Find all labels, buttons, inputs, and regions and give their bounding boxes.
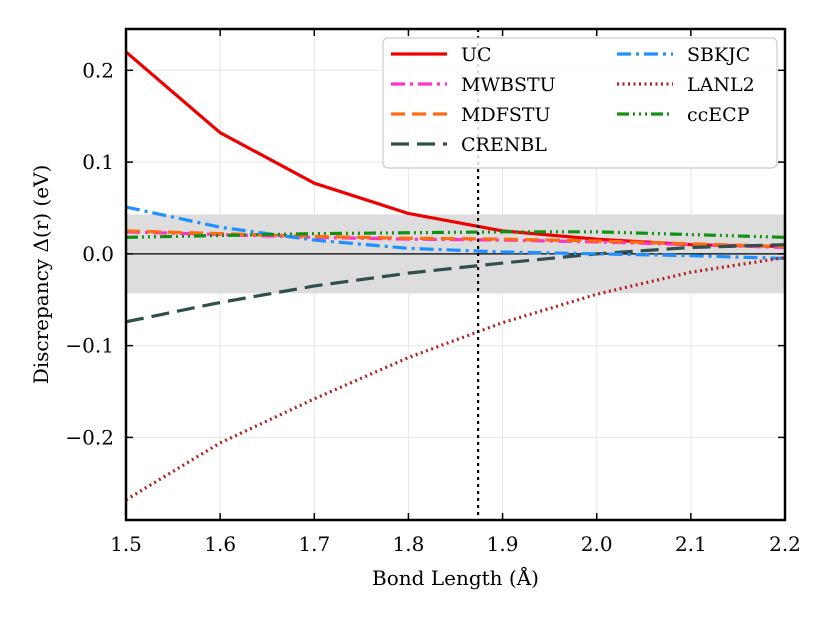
y-tick-label: −0.2	[65, 425, 114, 449]
x-tick-label: 2.0	[581, 532, 613, 556]
x-tick-label: 1.6	[204, 532, 236, 556]
x-tick-label: 1.9	[487, 532, 519, 556]
x-tick-label: 2.1	[675, 532, 707, 556]
legend-label-mwbstu: MWBSTU	[461, 74, 556, 96]
series-line-sbkjc	[125, 205, 786, 261]
x-tick-label: 1.5	[110, 532, 142, 556]
x-tick-label: 1.7	[298, 532, 330, 556]
series-line-crenbl	[125, 243, 786, 324]
legend-label-ccecp: ccECP	[687, 104, 750, 126]
legend-label-mdfstu: MDFSTU	[461, 104, 551, 126]
y-tick-label: 0.1	[82, 150, 114, 174]
legend-label-sbkjc: SBKJC	[687, 44, 750, 66]
legend-label-lanl2: LANL2	[687, 74, 755, 96]
series-group	[124, 50, 786, 502]
y-axis-label: Discrepancy Δ(r) (eV)	[29, 165, 53, 385]
x-axis-label: Bond Length (Å)	[372, 565, 539, 590]
x-tick-label: 2.2	[769, 532, 801, 556]
series-line-lanl2	[125, 255, 786, 502]
legend-box	[382, 37, 778, 169]
x-tick-label: 1.8	[393, 532, 425, 556]
legend: UC MWBSTU MDFSTU CRENBL SBKJC LANL2 ccECP	[382, 37, 778, 169]
y-tick-label: 0.2	[82, 58, 114, 82]
plot-frame	[124, 27, 787, 522]
legend-label-uc: UC	[461, 44, 492, 66]
legend-label-crenbl: CRENBL	[461, 134, 547, 156]
axis-ticks: 1.5 1.6 1.7 1.8 1.9 2.0 2.1 2.2 −0.2 −0.1 0.0 0.1 0.…	[65, 29, 801, 556]
series-line-ccecp	[125, 230, 786, 239]
y-tick-label: −0.1	[65, 334, 114, 358]
y-tick-label: 0.0	[82, 242, 114, 266]
